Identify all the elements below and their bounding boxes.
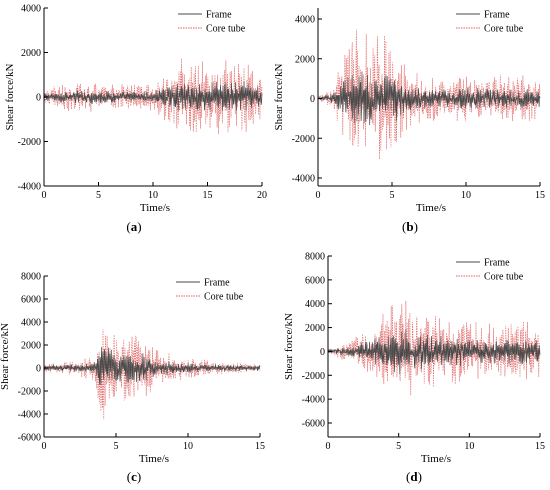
y-tick-label-c: 6000 — [21, 295, 41, 306]
x-tick-label-d: 0 — [326, 441, 331, 452]
legend-d: Frame Core tube — [456, 258, 524, 283]
y-tick-label-b: 4000 — [295, 15, 315, 26]
y-tick-label-b: -2000 — [292, 134, 315, 145]
y-tick-label-c: 0 — [36, 364, 41, 375]
y-tick-label-d: 2000 — [305, 323, 325, 334]
chart-panel-c: -6000 -4000 -2000 0 2000 4000 6000 8000 0 5 10 15 Ti… — [0, 272, 265, 485]
x-tick-label-d: 10 — [464, 441, 474, 452]
y-tick-label-b: 0 — [310, 94, 315, 105]
legend-label-frame-c: Frame — [204, 278, 230, 289]
y-tick-label-d: 4000 — [305, 299, 325, 310]
legend-label-core-c: Core tube — [204, 292, 244, 303]
y-tick-label-d: -6000 — [302, 419, 325, 430]
legend-c: Frame Core tube — [176, 278, 244, 303]
y-tick-label-c: -6000 — [18, 433, 41, 444]
x-tick-label-a: 0 — [42, 190, 47, 201]
x-tick-label-a: 15 — [203, 190, 213, 201]
y-axis-title-b: Shear force/kN — [273, 64, 285, 131]
y-tick-label-a: -2000 — [18, 137, 41, 148]
panel-label-c: (c) — [127, 469, 141, 484]
x-tick-label-c: 0 — [42, 441, 47, 452]
chart-panel-a: -4000 -2000 0 2000 4000 0 5 10 15 20 Time/s Shear f… — [4, 4, 267, 235]
x-axis-title-c: Time/s — [139, 453, 169, 465]
x-tick-label-a: 10 — [148, 190, 158, 201]
legend-b: Frame Core tube — [456, 10, 524, 35]
legend-label-frame-a: Frame — [206, 10, 232, 21]
x-tick-label-b: 5 — [390, 190, 395, 201]
x-tick-label-c: 5 — [114, 441, 119, 452]
legend-label-frame-d: Frame — [484, 258, 510, 269]
series-line-b-frame — [317, 71, 541, 126]
series-line-d-frame — [327, 329, 541, 375]
x-tick-label-c: 15 — [255, 441, 265, 452]
y-tick-label-d: 0 — [320, 347, 325, 358]
y-tick-label-d: -4000 — [302, 395, 325, 406]
x-tick-label-d: 5 — [396, 441, 401, 452]
x-axis-title-a: Time/s — [140, 202, 170, 214]
x-tick-label-a: 20 — [257, 190, 267, 201]
y-tick-label-c: 8000 — [21, 272, 41, 283]
series-line-c-core — [43, 329, 261, 420]
legend-label-core-d: Core tube — [484, 272, 524, 283]
y-tick-label-a: -4000 — [18, 182, 41, 193]
x-tick-label-b: 10 — [461, 190, 471, 201]
y-tick-label-c: 2000 — [21, 341, 41, 352]
chart-panel-d: -6000 -4000 -2000 0 2000 4000 6000 8000 0 5 10 15 Ti… — [283, 252, 545, 485]
x-axis-title-d: Time/s — [421, 453, 451, 465]
y-axis-title-c: Shear force/kN — [0, 323, 11, 390]
y-tick-label-c: -2000 — [18, 387, 41, 398]
y-tick-label-d: -2000 — [302, 371, 325, 382]
chart-panel-b: -4000 -2000 0 2000 4000 0 5 10 15 Time/s Shear for… — [273, 8, 545, 234]
y-tick-label-a: 0 — [36, 93, 41, 104]
y-tick-label-c: 4000 — [21, 318, 41, 329]
y-tick-label-b: -4000 — [292, 174, 315, 185]
series-line-a-frame — [43, 81, 263, 111]
y-tick-label-d: 6000 — [305, 275, 325, 286]
series-line-c-frame — [43, 346, 261, 386]
x-tick-label-b: 15 — [535, 190, 545, 201]
x-tick-label-d: 15 — [535, 441, 545, 452]
y-axis-title-a: Shear force/kN — [4, 64, 16, 131]
x-tick-label-b: 0 — [316, 190, 321, 201]
y-tick-label-d: 8000 — [305, 252, 325, 263]
y-tick-label-b: 2000 — [295, 54, 315, 65]
legend-label-frame-b: Frame — [484, 10, 510, 21]
y-tick-label-a: 4000 — [21, 4, 41, 15]
legend-label-core-b: Core tube — [484, 24, 524, 35]
panel-label-d: (d) — [406, 469, 422, 484]
y-tick-label-c: -4000 — [18, 410, 41, 421]
x-tick-label-c: 10 — [183, 441, 193, 452]
legend-a: Frame Core tube — [178, 10, 246, 35]
legend-label-core-a: Core tube — [206, 24, 246, 35]
x-axis-title-b: Time/s — [416, 202, 446, 214]
y-axis-title-d: Shear force/kN — [283, 313, 295, 380]
x-tick-label-a: 5 — [96, 190, 101, 201]
panel-label-a: (a) — [126, 219, 141, 234]
panel-label-b: (b) — [402, 219, 418, 234]
y-tick-label-a: 2000 — [21, 48, 41, 59]
